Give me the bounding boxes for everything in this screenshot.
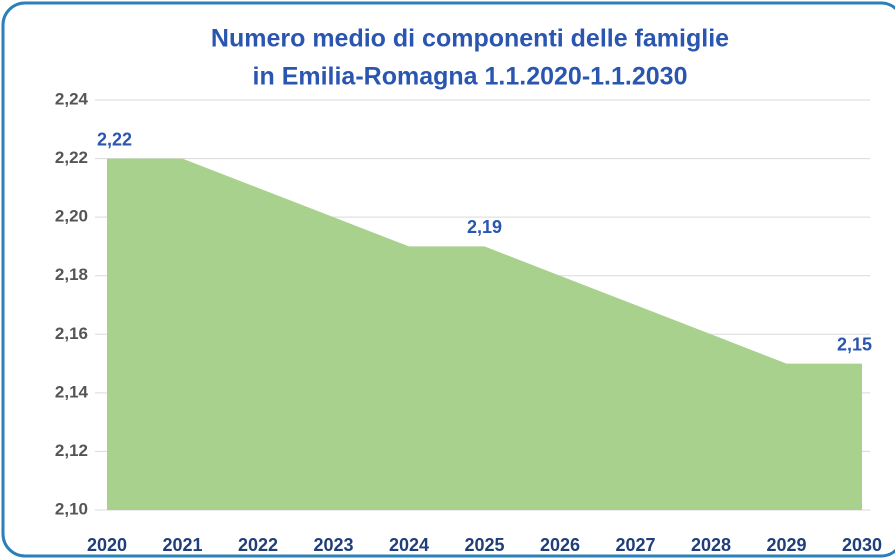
x-tick-label: 2029 (766, 535, 806, 555)
chart-title: in Emilia-Romagna 1.1.2020-1.1.2030 (253, 63, 688, 91)
x-tick-label: 2024 (389, 535, 429, 555)
x-tick-label: 2028 (691, 535, 731, 555)
x-tick-label: 2026 (540, 535, 580, 555)
y-tick-label: 2,16 (55, 324, 88, 343)
data-label: 2,19 (467, 217, 502, 237)
chart-title: Numero medio di componenti delle famigli… (211, 25, 729, 53)
y-tick-label: 2,24 (55, 89, 89, 108)
data-label: 2,22 (97, 129, 132, 149)
x-tick-label: 2020 (87, 535, 127, 555)
y-tick-label: 2,18 (55, 265, 88, 284)
y-tick-label: 2,20 (55, 207, 88, 226)
x-tick-label: 2023 (313, 535, 353, 555)
area (107, 158, 862, 511)
y-tick-label: 2,12 (55, 441, 88, 460)
data-label: 2,15 (837, 334, 872, 354)
x-tick-label: 2025 (464, 535, 504, 555)
y-tick-label: 2,10 (55, 499, 88, 518)
y-tick-label: 2,14 (55, 382, 89, 401)
x-tick-label: 2022 (238, 535, 278, 555)
x-tick-label: 2027 (615, 535, 655, 555)
y-tick-label: 2,22 (55, 148, 88, 167)
x-tick-label: 2021 (162, 535, 202, 555)
x-tick-label: 2030 (842, 535, 882, 555)
